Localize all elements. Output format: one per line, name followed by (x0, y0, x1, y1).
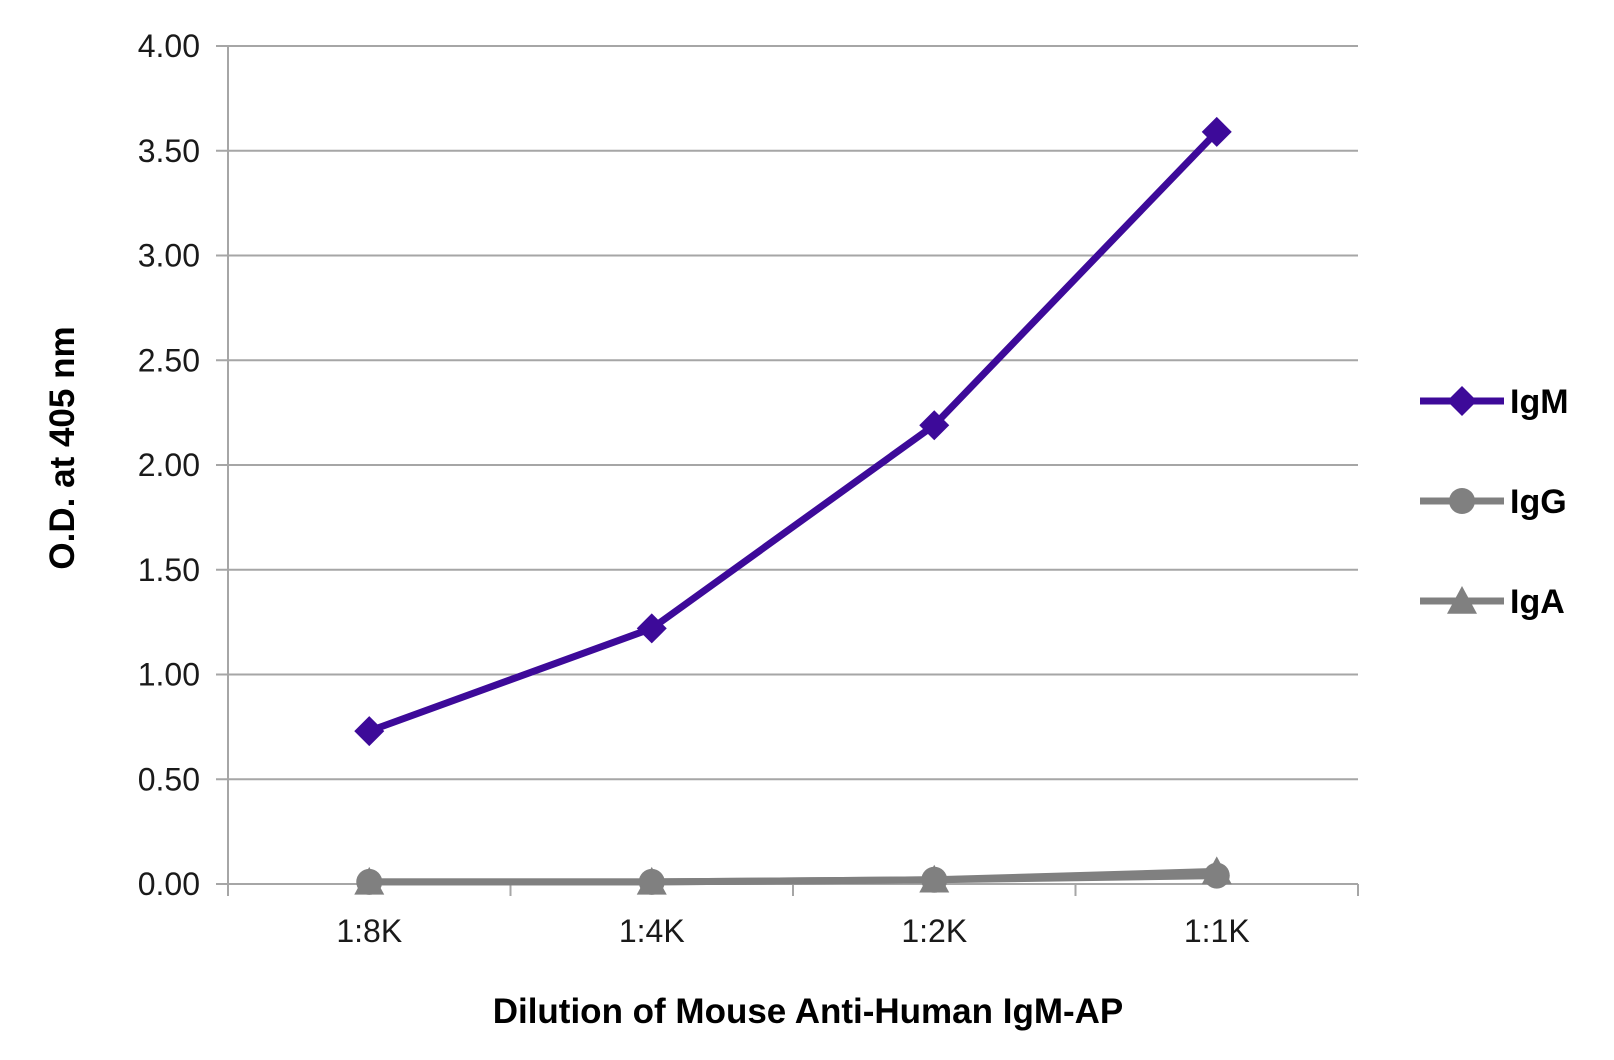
legend-item-iga: IgA (1420, 583, 1565, 621)
y-tick-label: 3.50 (138, 133, 200, 169)
x-tick-labels: 1:8K 1:4K 1:2K 1:1K (336, 913, 1249, 949)
legend-marker-circle (1449, 488, 1475, 514)
y-tick-labels: 0.00 0.50 1.00 1.50 2.00 2.50 3.00 3.50 4.00 (138, 28, 200, 902)
y-tick-label: 0.00 (138, 866, 200, 902)
data-point-igg (1203, 862, 1230, 889)
data-point-igg (921, 866, 948, 893)
x-tick-label: 1:2K (901, 913, 967, 949)
legend-marker-triangle (1447, 586, 1477, 614)
gridlines (216, 45, 1358, 885)
y-tick-label: 1.50 (138, 552, 200, 588)
y-tick-label: 2.00 (138, 447, 200, 483)
data-point-igg (356, 868, 383, 895)
legend-item-igg: IgG (1420, 483, 1567, 521)
series-line-igm (368, 129, 1220, 735)
legend-label: IgG (1510, 483, 1567, 521)
data-point-igm (354, 716, 385, 747)
x-axis-title: Dilution of Mouse Anti-Human IgM-AP (493, 992, 1124, 1031)
legend-item-igm: IgM (1420, 383, 1569, 421)
y-tick-label: 1.00 (138, 657, 200, 693)
y-axis-title: O.D. at 405 nm (43, 326, 82, 569)
y-tick-label: 0.50 (138, 761, 200, 797)
x-tick-label: 1:8K (336, 913, 402, 949)
data-point-igm (1201, 116, 1232, 147)
data-point-igm (919, 410, 950, 441)
x-tick-label: 1:1K (1184, 913, 1250, 949)
series-line-igg (369, 872, 1217, 886)
series-lines (354, 116, 1232, 895)
series-igm (354, 116, 1232, 747)
y-tick-label: 2.50 (138, 342, 200, 378)
y-tick-label: 4.00 (138, 28, 200, 64)
data-point-igg (638, 868, 665, 895)
y-tick-label: 3.00 (138, 238, 200, 274)
legend: IgM IgG IgA (1420, 383, 1569, 621)
legend-marker-diamond (1447, 386, 1477, 416)
legend-label: IgM (1510, 383, 1569, 421)
axes (227, 46, 1359, 896)
x-tick-label: 1:4K (619, 913, 685, 949)
legend-label: IgA (1510, 583, 1565, 621)
data-point-igm (636, 613, 667, 644)
series-igg (356, 862, 1230, 895)
